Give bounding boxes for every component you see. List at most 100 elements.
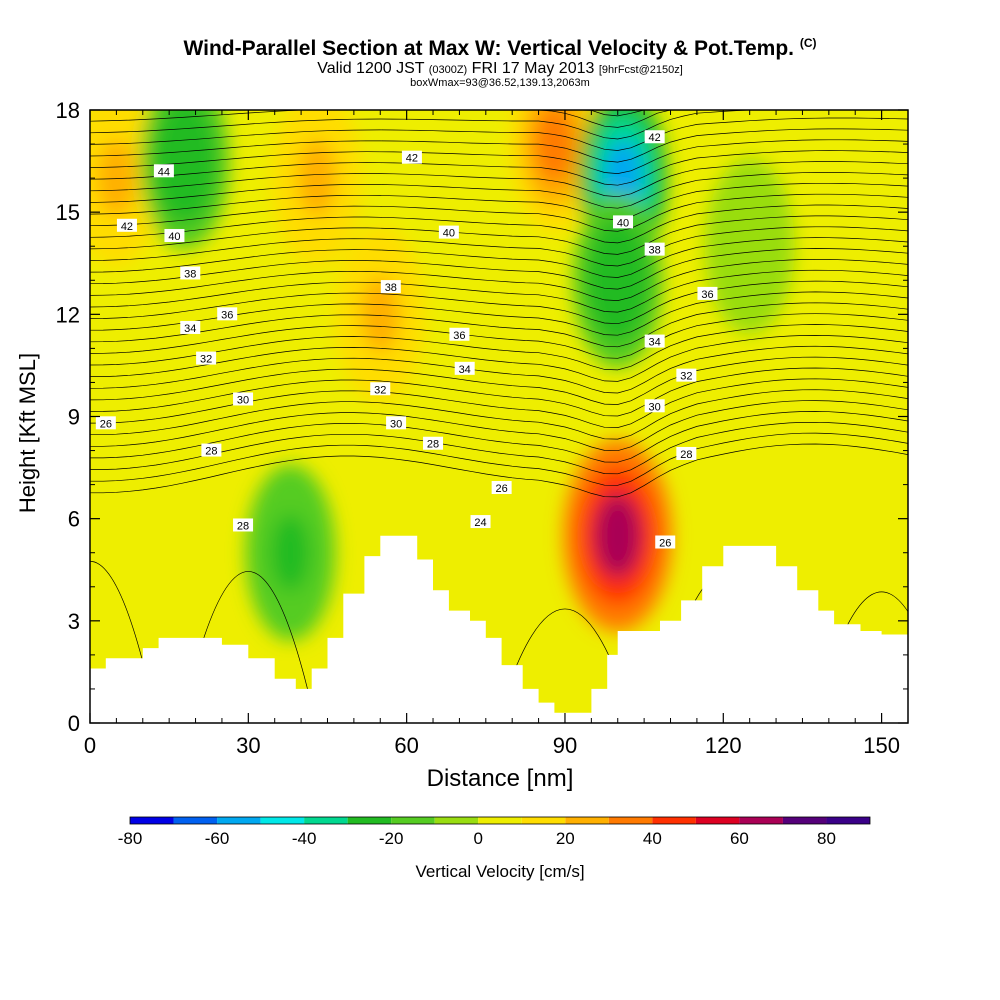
colorbar-swatch <box>173 817 218 824</box>
theta-contour-label: 28 <box>423 436 444 451</box>
theta-contour-line <box>90 432 908 486</box>
theta-contour-label-bg <box>196 351 217 365</box>
theta-contour-label: 40 <box>164 229 185 243</box>
theta-contour-label-bg <box>180 320 201 334</box>
theta-contour-line <box>90 150 908 186</box>
theta-contour-label-bg <box>370 382 391 396</box>
x-tick-label: 0 <box>84 733 96 758</box>
theta-contour-label-text: 32 <box>680 371 692 383</box>
theta-contour-label-bg <box>644 242 665 256</box>
y-tick-label: 15 <box>56 200 80 225</box>
colorbar-tick-label: -60 <box>205 829 230 848</box>
theta-contour-label-bg <box>491 481 512 495</box>
velocity-cell <box>270 514 311 592</box>
theta-contour-line <box>90 324 908 371</box>
x-tick-label: 60 <box>394 733 418 758</box>
y-tick-label: 12 <box>56 302 80 327</box>
theta-contours <box>90 110 908 707</box>
y-axis-label-text: Height [Kft MSL] <box>15 352 40 514</box>
colorbar-swatch <box>478 817 522 824</box>
x-tick-label: 120 <box>705 733 742 758</box>
theta-contour-label-bg <box>697 286 718 300</box>
theta-contour-label-text: 32 <box>374 384 386 396</box>
theta-contour-line <box>90 411 908 463</box>
theta-contour-label-bg <box>233 518 254 532</box>
theta-contour-line <box>90 237 908 278</box>
theta-contour-line <box>90 269 908 313</box>
colorbar-swatch <box>434 817 479 824</box>
colorbar-tick-label: 0 <box>474 829 483 848</box>
theta-contour-label: 28 <box>233 518 254 532</box>
theta-contour-label-text: 28 <box>205 446 217 458</box>
theta-contour-line <box>90 421 908 475</box>
theta-contour-label-text: 38 <box>184 268 196 280</box>
theta-contour-label-bg <box>644 334 665 348</box>
x-tick-label: 150 <box>863 733 900 758</box>
theta-contour-label: 30 <box>386 416 407 430</box>
theta-contour-label-text: 42 <box>121 221 133 233</box>
theta-contour-label-bg <box>644 399 665 413</box>
y-tick-label: 3 <box>68 609 80 634</box>
theta-contour-label-bg <box>380 280 401 294</box>
theta-contour-label: 24 <box>470 515 491 529</box>
theta-contour-label: 32 <box>676 368 697 383</box>
theta-contour-label: 36 <box>449 327 470 342</box>
theta-contour-label-text: 40 <box>168 231 180 243</box>
theta-contour-label-text: 34 <box>184 323 196 335</box>
theta-contour-label-text: 32 <box>200 354 212 366</box>
theta-contour-label-text: 36 <box>453 330 465 342</box>
theta-contour-label-bg <box>116 218 137 232</box>
colorbar-label: Vertical Velocity [cm/s] <box>415 862 585 881</box>
theta-contour-label-bg <box>644 130 665 144</box>
theta-contour-line <box>90 259 908 301</box>
chart-subtitle: Valid 1200 JST (0300Z) FRI 17 May 2013 [… <box>0 60 1000 78</box>
colorbar-tick-label: -20 <box>379 829 404 848</box>
theta-contour-line <box>90 110 908 128</box>
x-tick-label: 30 <box>236 733 260 758</box>
colorbar-swatch <box>521 817 566 824</box>
theta-contour-line <box>90 193 908 232</box>
theta-contour-label: 32 <box>370 382 391 396</box>
theta-contour-line <box>90 128 908 163</box>
theta-contour-label-text: 24 <box>474 517 486 529</box>
theta-contour-label-text: 34 <box>649 337 661 349</box>
velocity-cell <box>360 275 400 353</box>
theta-contour-line <box>90 378 908 428</box>
colorbar-swatch <box>826 817 870 824</box>
theta-contour-label: 28 <box>201 443 222 458</box>
theta-contour-line <box>90 182 908 221</box>
theta-contour-line <box>90 443 908 498</box>
theta-contour-label-bg <box>676 446 697 460</box>
theta-contour-label-text: 26 <box>100 418 112 430</box>
colorbar-swatch <box>695 817 740 824</box>
colorbar-tick-label: 60 <box>730 829 749 848</box>
colorbar-frame <box>129 816 871 825</box>
theta-contour-label-text: 28 <box>237 520 249 532</box>
theta-contour-label-bg <box>164 229 185 243</box>
theta-contour-label-text: 30 <box>649 401 661 413</box>
subtitle-valid: Valid 1200 JST <box>317 60 425 77</box>
theta-contour-line <box>90 215 908 255</box>
theta-contour-label-text: 28 <box>427 439 439 451</box>
theta-contour-line <box>90 345 908 394</box>
theta-contour-line <box>90 400 908 452</box>
theta-contour-label: 30 <box>233 392 254 406</box>
theta-contour-label-bg <box>454 361 475 375</box>
theta-contour-label: 32 <box>196 351 217 366</box>
theta-contour-label-text: 38 <box>385 282 397 294</box>
theta-contour-label-bg <box>655 535 676 549</box>
theta-contour-label: 38 <box>180 266 201 280</box>
theta-contour-label-text: 44 <box>158 166 170 178</box>
y-axis-label: Height [Kft MSL] <box>8 353 48 513</box>
theta-contour-label: 38 <box>380 280 401 294</box>
theta-contour-line <box>90 110 908 140</box>
velocity-cell <box>297 139 337 217</box>
colorbar-swatch <box>260 817 305 824</box>
theta-contour-line <box>90 367 908 417</box>
theta-contour-label-text: 26 <box>496 483 508 495</box>
theta-contour-label-bg <box>217 307 238 321</box>
y-tick-label: 9 <box>68 405 80 430</box>
theta-contour-label-text: 36 <box>701 289 713 301</box>
